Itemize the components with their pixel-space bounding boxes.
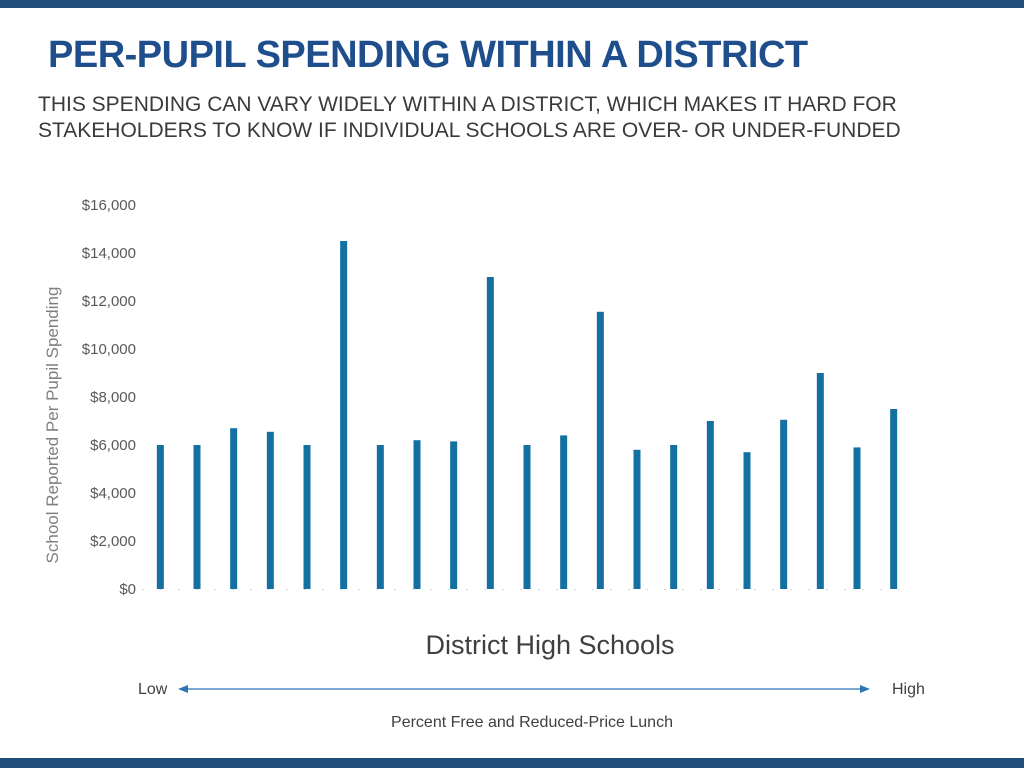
bar-8 [413, 440, 421, 589]
bar-10 [486, 277, 494, 589]
y-tick-label: $16,000 [82, 197, 136, 214]
x-axis-label: District High Schools [425, 630, 675, 660]
arrow-right-head-icon [860, 685, 870, 693]
scale-arrow [178, 685, 870, 693]
scale-high-label: High [892, 681, 925, 698]
y-axis-ticks: $0 $2,000 $4,000 $6,000 $8,000 $10,000 $12,000… [82, 197, 136, 598]
bar-3 [230, 428, 238, 589]
bar-4 [266, 431, 274, 589]
bar-17 [743, 452, 751, 589]
bar-6 [340, 241, 348, 589]
scale-description: Percent Free and Reduced-Price Lunch [391, 714, 673, 731]
bar-14 [633, 449, 641, 589]
subtitle-line-1: THIS SPENDING CAN VARY WIDELY WITHIN A D… [38, 93, 897, 116]
bar-2 [193, 445, 201, 589]
subtitle-line-2: STAKEHOLDERS TO KNOW IF INDIVIDUAL SCHOO… [38, 119, 901, 142]
y-tick-label: $12,000 [82, 293, 136, 310]
scale-low-label: Low [138, 681, 168, 698]
page-subtitle: THIS SPENDING CAN VARY WIDELY WITHIN A D… [38, 92, 998, 144]
bars [156, 241, 898, 589]
bottom-band [0, 758, 1024, 768]
y-tick-label: $4,000 [90, 485, 136, 502]
bar-16 [706, 421, 714, 589]
bar-1 [156, 445, 164, 589]
y-tick-label: $0 [119, 581, 136, 598]
y-axis-label: School Reported Per Pupil Spending [43, 287, 62, 564]
bar-12 [560, 435, 568, 589]
y-tick-label: $2,000 [90, 533, 136, 550]
y-tick-label: $8,000 [90, 389, 136, 406]
bar-11 [523, 445, 531, 589]
arrow-left-head-icon [178, 685, 188, 693]
bar-9 [450, 441, 458, 589]
y-tick-label: $6,000 [90, 437, 136, 454]
top-band [0, 0, 1024, 8]
bar-chart: $0 $2,000 $4,000 $6,000 $8,000 $10,000 $12,000… [43, 197, 912, 598]
bar-18 [780, 419, 788, 589]
bar-21 [890, 409, 898, 589]
y-tick-label: $14,000 [82, 245, 136, 262]
bar-13 [596, 311, 604, 589]
bar-19 [816, 373, 824, 589]
page-title: PER-PUPIL SPENDING WITHIN A DISTRICT [48, 34, 808, 76]
y-tick-label: $10,000 [82, 341, 136, 358]
bar-15 [670, 445, 678, 589]
bar-20 [853, 447, 861, 589]
bar-5 [303, 445, 311, 589]
bar-7 [376, 445, 384, 589]
